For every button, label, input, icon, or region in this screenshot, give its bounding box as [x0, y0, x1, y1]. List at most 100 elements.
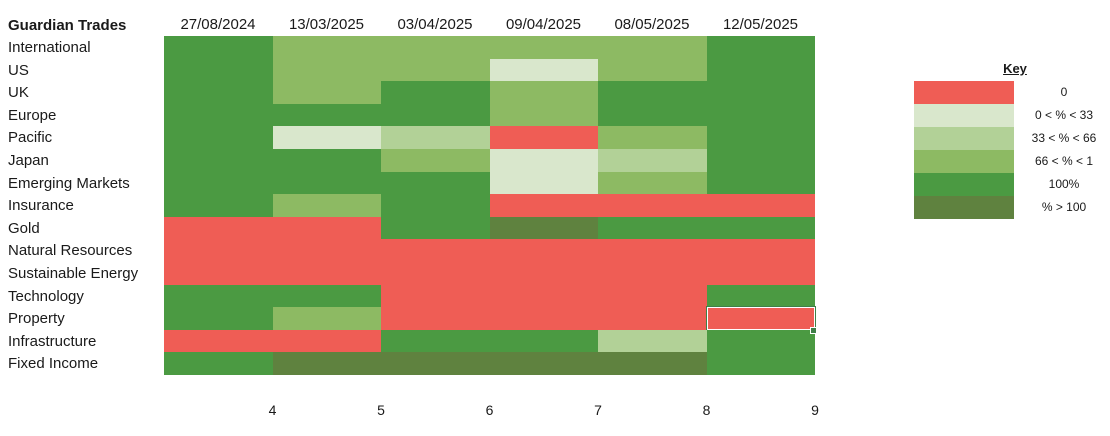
heatmap-cell[interactable]	[598, 330, 707, 352]
heatmap-cell[interactable]	[598, 217, 707, 239]
column-header[interactable]: 03/04/2025	[397, 16, 473, 33]
heatmap-cell[interactable]	[490, 104, 598, 126]
heatmap-cell[interactable]	[490, 149, 598, 172]
column-header[interactable]: 13/03/2025	[288, 16, 365, 33]
heatmap-cell[interactable]	[273, 352, 381, 375]
heatmap-cell[interactable]	[381, 217, 490, 239]
heatmap-cell[interactable]	[707, 194, 815, 217]
key-swatch[interactable]	[914, 127, 1014, 150]
heatmap-cell[interactable]	[490, 217, 598, 239]
heatmap-cell[interactable]	[273, 126, 381, 149]
heatmap-cell[interactable]	[164, 59, 273, 81]
heatmap-cell[interactable]	[273, 172, 381, 194]
heatmap-cell[interactable]	[707, 172, 815, 194]
heatmap-cell[interactable]	[164, 330, 273, 352]
key-swatch[interactable]	[914, 173, 1014, 196]
heatmap-cell[interactable]	[490, 239, 598, 262]
heatmap-cell[interactable]	[273, 149, 381, 172]
heatmap-cell[interactable]	[707, 149, 815, 172]
row-label[interactable]: Property	[8, 310, 65, 328]
heatmap-cell[interactable]	[707, 59, 815, 81]
heatmap-cell[interactable]	[490, 330, 598, 352]
heatmap-cell[interactable]	[381, 194, 490, 217]
key-label[interactable]: 100%	[1048, 177, 1080, 191]
column-header[interactable]: 08/05/2025	[614, 16, 690, 33]
key-title[interactable]: Key	[1003, 61, 1027, 76]
heatmap-cell[interactable]	[598, 285, 707, 307]
row-label[interactable]: Pacific	[8, 129, 53, 147]
heatmap-cell[interactable]	[164, 172, 273, 194]
heatmap-cell[interactable]	[381, 262, 490, 285]
heatmap-cell[interactable]	[707, 126, 815, 149]
heatmap-cell[interactable]	[381, 239, 490, 262]
column-header[interactable]: 27/08/2024	[180, 16, 256, 33]
heatmap-cell[interactable]	[490, 285, 598, 307]
key-label[interactable]: 0	[1060, 85, 1068, 99]
column-number[interactable]: 5	[377, 402, 385, 418]
row-label[interactable]: Europe	[8, 106, 57, 124]
column-number[interactable]: 6	[485, 402, 494, 418]
heatmap-cell[interactable]	[164, 126, 273, 149]
row-label[interactable]: UK	[8, 84, 29, 102]
heatmap-cell[interactable]	[707, 81, 815, 104]
heatmap-cell[interactable]	[273, 285, 381, 307]
heatmap-cell[interactable]	[164, 81, 273, 104]
column-number[interactable]: 7	[594, 402, 602, 418]
heatmap-cell[interactable]	[164, 149, 273, 172]
heatmap-cell[interactable]	[490, 36, 598, 59]
heatmap-cell[interactable]	[490, 81, 598, 104]
heatmap-cell[interactable]	[490, 59, 598, 81]
row-label[interactable]: Technology	[8, 287, 84, 305]
heatmap-cell[interactable]	[707, 262, 815, 285]
key-swatch[interactable]	[914, 104, 1014, 127]
heatmap-cell[interactable]	[707, 239, 815, 262]
heatmap-cell[interactable]	[273, 239, 381, 262]
heatmap-cell[interactable]	[273, 81, 381, 104]
heatmap-cell[interactable]	[490, 262, 598, 285]
sheet-title[interactable]: Guardian Trades	[8, 17, 127, 34]
row-label[interactable]: International	[8, 39, 91, 56]
heatmap-cell[interactable]	[164, 352, 273, 375]
heatmap-cell[interactable]	[381, 307, 490, 330]
heatmap-cell[interactable]	[381, 172, 490, 194]
key-swatch[interactable]	[914, 150, 1014, 173]
column-header[interactable]: 09/04/2025	[505, 16, 582, 33]
heatmap-cell[interactable]	[381, 81, 490, 104]
heatmap-cell[interactable]	[598, 172, 707, 194]
heatmap-cell[interactable]	[490, 352, 598, 375]
heatmap-cell[interactable]	[381, 59, 490, 81]
row-label[interactable]: Japan	[8, 152, 49, 169]
heatmap-cell[interactable]	[490, 126, 598, 149]
heatmap-cell[interactable]	[707, 36, 815, 59]
heatmap-cell[interactable]	[598, 104, 707, 126]
heatmap-cell[interactable]	[164, 217, 273, 239]
heatmap-cell[interactable]	[490, 194, 598, 217]
heatmap-cell[interactable]	[598, 352, 707, 375]
key-label[interactable]: 33 < % < 66	[1031, 131, 1097, 145]
fill-handle[interactable]	[810, 327, 817, 334]
heatmap-cell[interactable]	[381, 330, 490, 352]
key-label[interactable]: % > 100	[1041, 200, 1087, 214]
column-header[interactable]: 12/05/2025	[722, 16, 799, 33]
heatmap-cell[interactable]	[164, 239, 273, 262]
heatmap-cell[interactable]	[273, 330, 381, 352]
heatmap-cell[interactable]	[598, 239, 707, 262]
heatmap-cell[interactable]	[381, 285, 490, 307]
heatmap-cell[interactable]	[381, 126, 490, 149]
heatmap-cell[interactable]	[598, 194, 707, 217]
column-number[interactable]: 8	[702, 402, 711, 418]
row-label[interactable]: Sustainable Energy	[8, 265, 139, 282]
heatmap-cell[interactable]	[598, 81, 707, 104]
key-swatch[interactable]	[914, 196, 1014, 219]
heatmap-cell[interactable]	[273, 217, 381, 239]
row-label[interactable]: Natural Resources	[8, 242, 133, 260]
heatmap-cell[interactable]	[273, 307, 381, 330]
selected-cell[interactable]	[706, 306, 816, 331]
heatmap-cell[interactable]	[707, 285, 815, 307]
key-swatch[interactable]	[914, 81, 1014, 104]
row-label[interactable]: US	[8, 61, 29, 79]
heatmap-cell[interactable]	[490, 172, 598, 194]
heatmap-cell[interactable]	[490, 307, 598, 330]
row-label[interactable]: Gold	[8, 219, 40, 237]
heatmap-cell[interactable]	[164, 285, 273, 307]
